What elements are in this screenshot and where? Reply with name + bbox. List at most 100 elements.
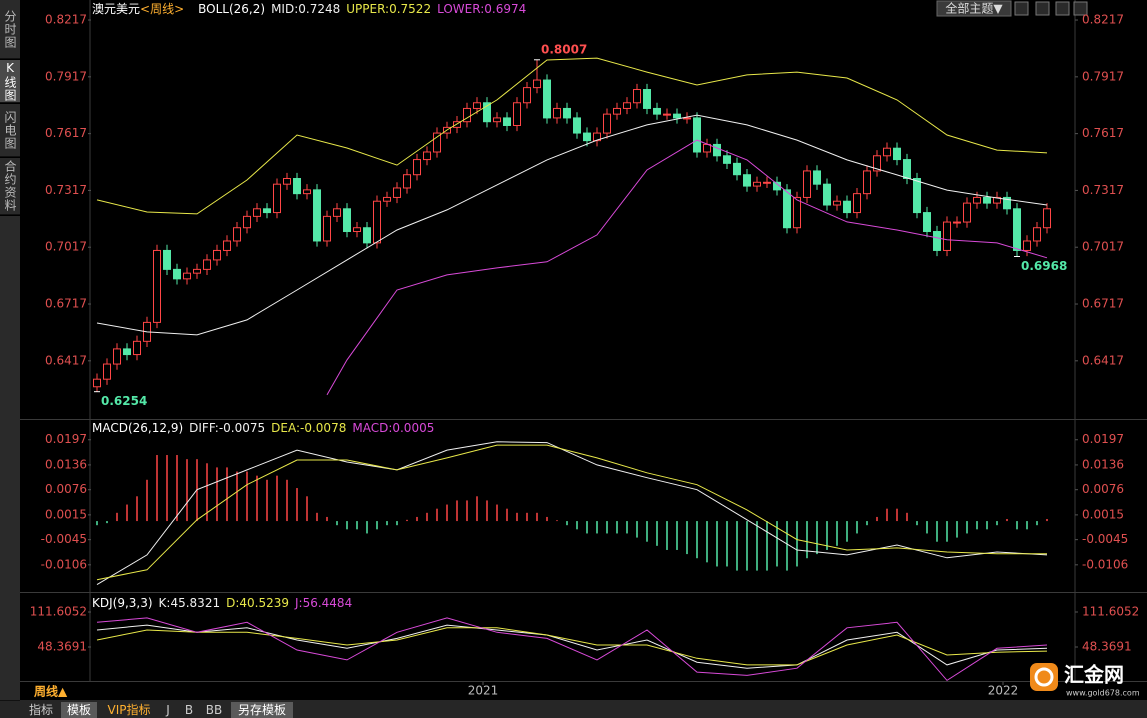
candle-body [513, 102, 521, 126]
logo-url: www.gold678.com [1066, 689, 1140, 698]
legend-entry: D:40.5239 [226, 596, 289, 610]
candle-body [633, 89, 641, 104]
y-tick-label: 0.7617 [45, 126, 87, 140]
toolbar-icon[interactable] [1073, 1, 1088, 16]
tab[interactable]: B [184, 703, 194, 717]
candle-body [343, 208, 351, 233]
candle-body [523, 87, 531, 104]
y-tick-label-right: 0.7017 [1082, 240, 1124, 254]
candle-body [873, 155, 881, 172]
tab[interactable]: 模板 [61, 702, 97, 718]
y-tick-label: 48.3691 [37, 640, 87, 654]
candle-body [483, 102, 491, 123]
candle-body [853, 193, 861, 214]
pane-header: MACD(26,12,9) DIFF:-0.0075 DEA:-0.0078 MACD… [92, 421, 434, 435]
candle-body [913, 178, 921, 214]
candle-body [893, 147, 901, 161]
tab[interactable]: J [166, 703, 170, 717]
toolbar-icon[interactable] [1035, 1, 1050, 16]
y-tick-label-right: 0.7317 [1082, 183, 1124, 197]
logo-icon [1030, 663, 1058, 691]
y-tick-label: 111.6052 [30, 605, 87, 619]
y-tick-label: 0.7017 [45, 240, 87, 254]
y-tick-label: 0.0136 [45, 457, 87, 471]
y-tick-label: -0.0045 [41, 532, 87, 546]
candle-body [283, 178, 291, 185]
candle-body [803, 170, 811, 198]
candle-body [763, 181, 771, 184]
candle-body [743, 174, 751, 187]
candle-body [133, 340, 141, 356]
candle-body [433, 132, 441, 153]
y-tick-label-right: 0.8217 [1082, 13, 1124, 27]
candle-body [733, 162, 741, 176]
legend-entry: J:56.4484 [294, 596, 352, 610]
toolbar-icon[interactable] [1055, 1, 1070, 16]
y-tick-label: 0.6717 [45, 297, 87, 311]
candle-body [963, 202, 971, 223]
plots: 0.8217 0.8217 0.7917 0.7917 0.7617 0.7617 0.73… [30, 2, 1140, 698]
theme-button-label[interactable]: 全部主题▼ [945, 1, 1003, 16]
candle-body [713, 143, 721, 157]
sidebar-item[interactable]: K线图 [0, 60, 20, 103]
candle-body [683, 117, 691, 120]
legend-entry: MACD:0.0005 [352, 421, 434, 435]
y-tick-label: -0.0106 [41, 557, 87, 571]
candle-body [323, 215, 331, 242]
y-tick-label-right: 0.6717 [1082, 297, 1124, 311]
candle-body [383, 196, 391, 202]
candle-body [973, 196, 981, 204]
pane-header: 澳元美元<周线> BOLL(26,2) MID:0.7248 UPPER:0.7522… [92, 2, 526, 16]
candle-body [583, 132, 591, 142]
candle-body [503, 117, 511, 126]
candle-body [823, 183, 831, 206]
candle-body [193, 268, 201, 274]
y-tick-label-right: 48.3691 [1082, 640, 1132, 654]
y-tick-label-right: 0.0076 [1082, 482, 1124, 496]
y-tick-label: 0.0076 [45, 482, 87, 496]
legend-entry: LOWER:0.6974 [437, 2, 526, 16]
x-tick-label: 2021 [468, 684, 499, 698]
candle-body [263, 208, 271, 214]
y-tick-label: 0.7317 [45, 183, 87, 197]
y-tick-label-right: 0.7617 [1082, 126, 1124, 140]
candle-body [983, 196, 991, 204]
x-tick-label: 2022 [988, 684, 1019, 698]
candle-body [123, 348, 131, 356]
toolbar-icon[interactable] [1014, 1, 1029, 16]
candle-body [173, 268, 181, 280]
y-tick-label: 0.0197 [45, 432, 87, 446]
candle-body [653, 107, 661, 115]
y-tick-label-right: 0.7917 [1082, 69, 1124, 83]
candle-body [1013, 208, 1021, 251]
candle-body [353, 227, 361, 233]
candle-body [253, 208, 261, 217]
period-label[interactable]: 周线▲ [34, 684, 68, 699]
candle-body [213, 249, 221, 261]
candle-body [573, 117, 581, 134]
candle-body [223, 240, 231, 251]
legend-entry: K:45.8321 [159, 596, 221, 610]
indicator-line [96, 627, 1048, 666]
sidebar-filler [0, 216, 20, 701]
candle-body [423, 151, 431, 161]
candle-body [673, 113, 681, 119]
candle-body [493, 117, 501, 123]
sidebar-item[interactable]: 闪电图 [0, 104, 20, 157]
tab[interactable]: VIP指标 [107, 703, 151, 717]
candle-body [863, 170, 871, 195]
sidebar-item[interactable]: 合约资料 [0, 158, 20, 215]
theme-button[interactable] [936, 0, 1012, 17]
indicator-line [96, 441, 1048, 586]
candle-body [1003, 196, 1011, 210]
tab[interactable]: 另存模板 [231, 702, 293, 718]
tab[interactable]: BB [205, 703, 223, 717]
y-tick-label: 0.6417 [45, 353, 87, 367]
sidebar-item[interactable]: 分时图 [0, 0, 20, 59]
y-tick-label-right: -0.0045 [1082, 532, 1128, 546]
y-tick-label-right: 0.0136 [1082, 457, 1124, 471]
tab[interactable]: 指标 [28, 703, 53, 717]
